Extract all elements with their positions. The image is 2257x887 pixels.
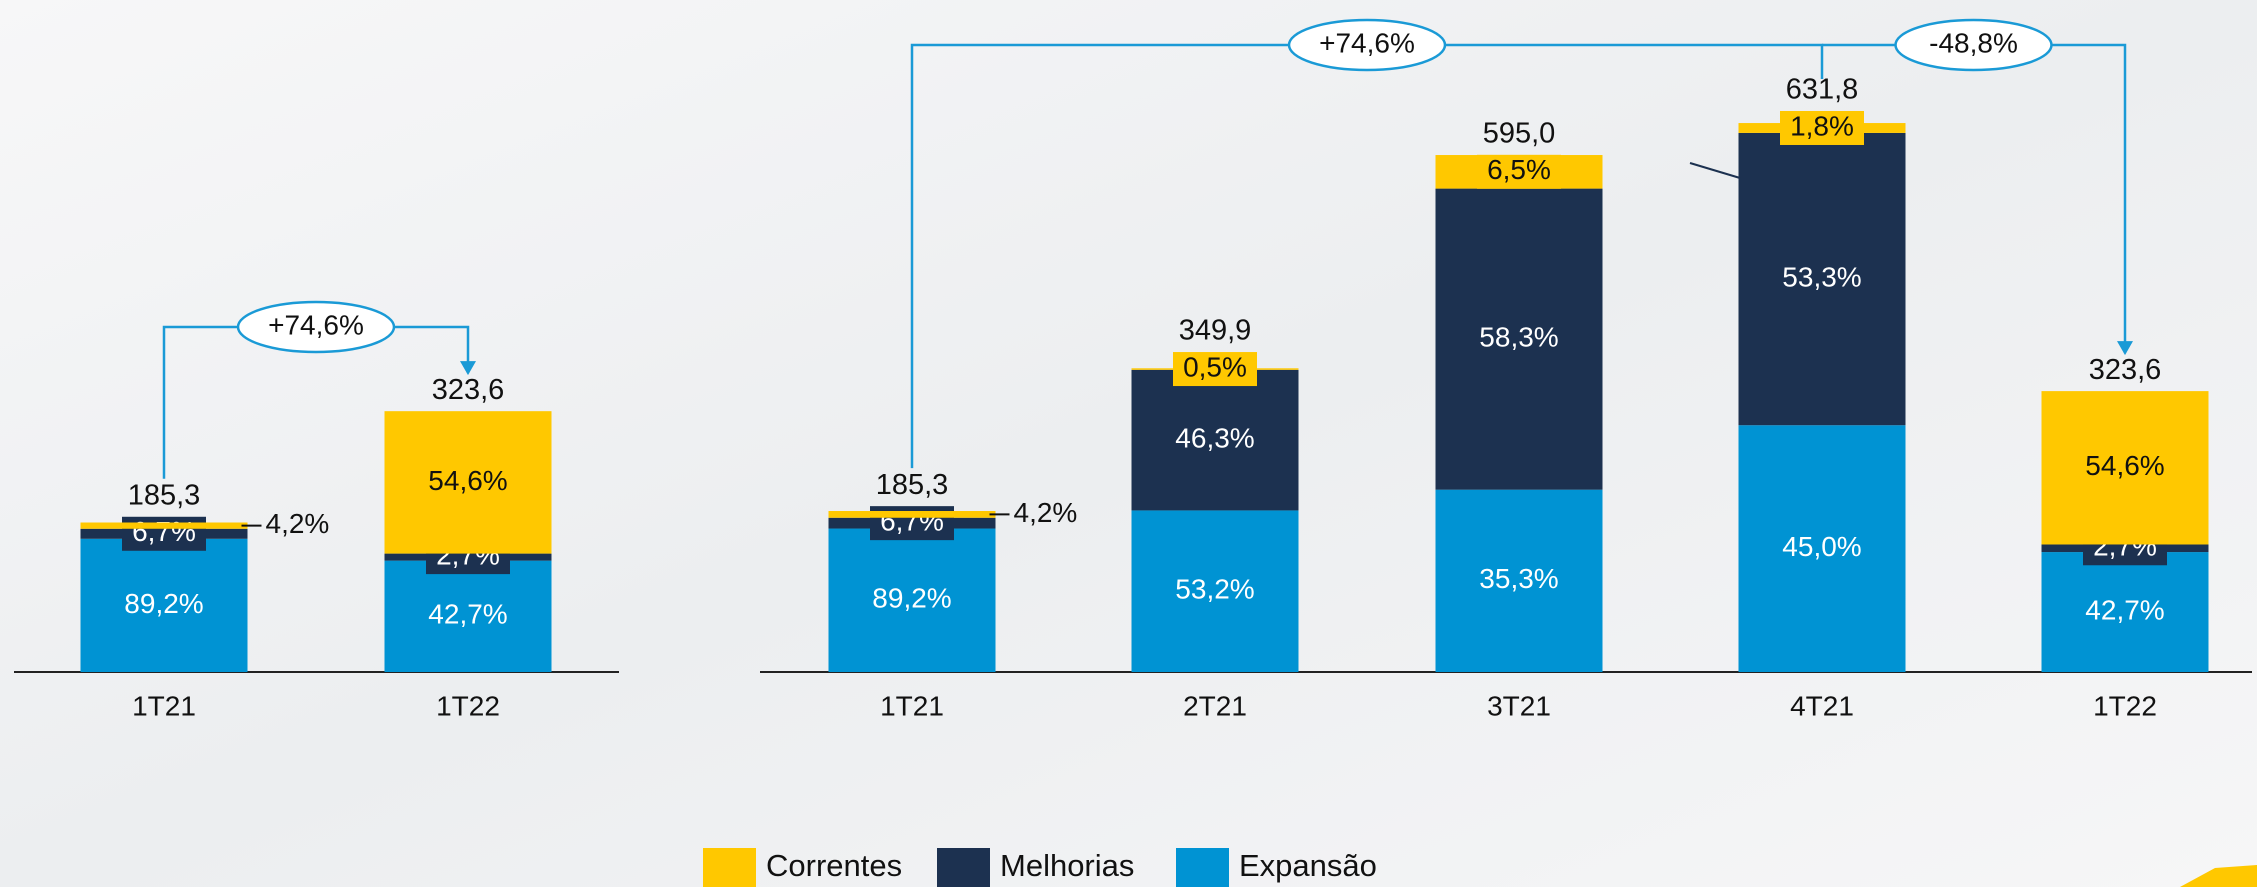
value-label: 45,0% bbox=[1782, 531, 1861, 562]
value-label: 42,7% bbox=[428, 599, 507, 630]
bar-segment bbox=[1435, 188, 1603, 490]
bracket-arrow bbox=[460, 361, 476, 376]
bar-segment bbox=[1738, 425, 1906, 672]
legend-swatch bbox=[1176, 848, 1229, 887]
legend-label: Correntes bbox=[766, 848, 902, 883]
bar-segment bbox=[1131, 510, 1299, 672]
value-label: 4,2% bbox=[1014, 497, 1078, 528]
bar-segment bbox=[828, 510, 996, 518]
value-label: 6,7% bbox=[132, 516, 196, 547]
bar-segment bbox=[80, 538, 248, 672]
value-label: 58,3% bbox=[1479, 322, 1558, 353]
value-label: 89,2% bbox=[124, 588, 203, 619]
total-label: 185,3 bbox=[128, 479, 201, 511]
total-label: 349,9 bbox=[1179, 315, 1252, 347]
value-label: 54,6% bbox=[2085, 450, 2164, 481]
annotation-ellipse bbox=[1894, 18, 2053, 72]
value-label: 6,7% bbox=[880, 506, 944, 537]
value-label-box bbox=[1477, 154, 1561, 189]
bar-segment bbox=[828, 528, 996, 672]
legend-label: Expansão bbox=[1239, 848, 1377, 883]
bar-segment bbox=[80, 522, 248, 529]
value-label: 35,3% bbox=[1479, 563, 1558, 594]
pointer-line bbox=[1689, 162, 1741, 179]
value-label: 4,2% bbox=[266, 508, 330, 539]
total-label: 323,6 bbox=[432, 374, 505, 406]
bar-segment bbox=[384, 411, 552, 554]
x-tick-label: 1T21 bbox=[132, 690, 196, 721]
annotation-ellipse bbox=[1287, 18, 1447, 72]
x-tick-label: 1T21 bbox=[880, 690, 944, 721]
bar-segment bbox=[1435, 489, 1603, 672]
value-label: 1,8% bbox=[1790, 110, 1854, 141]
value-label: 54,6% bbox=[428, 465, 507, 496]
annotation: -48,8% bbox=[1929, 27, 2018, 58]
value-label-box bbox=[122, 516, 206, 551]
value-label: 53,2% bbox=[1175, 574, 1254, 605]
value-label-box bbox=[1780, 110, 1864, 145]
value-label: 6,5% bbox=[1487, 154, 1551, 185]
value-label: 46,3% bbox=[1175, 423, 1254, 454]
value-label-box bbox=[1173, 352, 1257, 387]
bar-segment bbox=[384, 560, 552, 672]
x-tick-label: 1T22 bbox=[2093, 690, 2157, 721]
annotation: +74,6% bbox=[1319, 27, 1415, 58]
value-label: 42,7% bbox=[2085, 594, 2164, 625]
legend-swatch bbox=[703, 848, 756, 887]
corner-decoration bbox=[2180, 865, 2257, 887]
value-label: 0,5% bbox=[1183, 351, 1247, 382]
value-label: 89,2% bbox=[872, 583, 951, 614]
x-tick-label: 1T22 bbox=[436, 690, 500, 721]
total-label: 185,3 bbox=[876, 469, 949, 501]
bar-segment bbox=[2041, 391, 2209, 545]
x-tick-label: 4T21 bbox=[1790, 690, 1854, 721]
bar-segment bbox=[1131, 369, 1299, 511]
value-label: 53,3% bbox=[1782, 261, 1861, 292]
total-label: 323,6 bbox=[2089, 354, 2162, 386]
annotation-ellipse bbox=[236, 300, 396, 354]
bar-segment bbox=[1738, 132, 1906, 426]
x-tick-label: 3T21 bbox=[1487, 690, 1551, 721]
annotation: +74,6% bbox=[268, 309, 364, 340]
bar-segment bbox=[2041, 552, 2209, 672]
total-label: 595,0 bbox=[1483, 117, 1556, 149]
legend-label: Melhorias bbox=[1000, 848, 1134, 883]
legend-swatch bbox=[937, 848, 990, 887]
x-tick-label: 2T21 bbox=[1183, 690, 1247, 721]
bracket-arrow bbox=[2117, 341, 2133, 356]
